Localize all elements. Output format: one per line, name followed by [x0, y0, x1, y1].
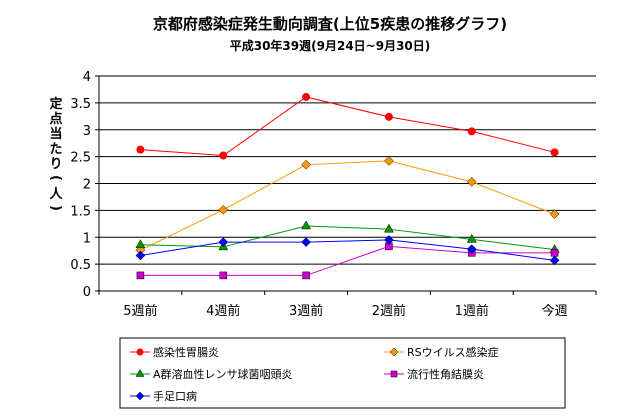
legend-box [119, 337, 566, 409]
data-point [466, 177, 477, 187]
data-point [550, 148, 559, 157]
data-point [384, 235, 394, 245]
data-point [219, 151, 228, 160]
axes [95, 75, 597, 295]
legend-swatch-marker [389, 347, 399, 357]
data-point [383, 223, 394, 233]
series-1 [135, 156, 560, 256]
x-tick-label: 5週前 [123, 303, 157, 319]
legend-swatch-marker [135, 368, 145, 377]
series-line [140, 225, 555, 251]
y-axis-label-char: ) [48, 205, 63, 211]
series-4 [135, 235, 560, 266]
legend-swatch-marker [135, 391, 145, 401]
y-axis-label-char: 人 [49, 186, 63, 202]
chart-subtitle: 平成30年39週(9月24日~9月30日) [230, 38, 431, 53]
y-tick-label: 2 [83, 178, 91, 193]
legend-item: 流行性角結膜炎 [384, 367, 484, 381]
series-line [140, 245, 555, 276]
data-point [219, 271, 227, 280]
x-tick-label: 今週 [542, 303, 568, 319]
series-line [140, 160, 555, 251]
x-tick-label: 3週前 [289, 303, 323, 319]
data-point [301, 159, 311, 170]
y-tick-label: 4 [83, 70, 91, 85]
y-tick-label: 1 [83, 231, 91, 246]
series-3 [136, 242, 559, 280]
y-tick-label: 3 [83, 124, 91, 139]
y-tick-labels: 0 0.5 1 1.5 2 2.5 3 3.5 4 [70, 70, 91, 300]
data-point [384, 156, 394, 166]
legend-label: RSウイルス感染症 [407, 345, 499, 359]
data-point [136, 271, 145, 280]
data-point [549, 209, 560, 219]
legend-swatch-marker [136, 348, 144, 356]
legend-swatch-marker [390, 370, 398, 378]
data-point [135, 239, 146, 249]
data-point [218, 237, 229, 247]
data-point [135, 250, 146, 261]
data-point [302, 271, 310, 280]
data-point [466, 244, 477, 254]
data-point [466, 233, 477, 243]
series-group [135, 92, 560, 280]
data-point [550, 249, 559, 257]
data-point [301, 237, 311, 247]
data-point [467, 127, 476, 136]
data-point [218, 204, 229, 215]
legend-item: 感染性胃腸炎 [130, 345, 219, 359]
y-axis-label-char: り [49, 157, 62, 172]
legend-label: A群溶血性レンサ球菌咽頭炎 [153, 367, 293, 381]
grid-lines [99, 75, 596, 265]
legend-item: 手足口病 [130, 389, 197, 403]
legend-label: 手足口病 [153, 389, 197, 403]
legend-item: A群溶血性レンサ球菌咽頭炎 [130, 367, 293, 381]
y-axis-label-char: 当 [49, 126, 62, 142]
y-axis-label-char: 点 [49, 111, 62, 127]
x-tick-labels: 5週前 4週前 3週前 2週前 1週前 今週 [123, 303, 567, 319]
legend-label: 流行性角結膜炎 [407, 367, 484, 381]
data-point [301, 220, 312, 230]
data-point [384, 112, 393, 121]
x-tick-label: 4週前 [206, 303, 240, 319]
y-axis-label-char: 定 [48, 96, 62, 112]
x-tick-label: 1週前 [455, 303, 489, 319]
data-point [549, 255, 560, 266]
chart-title: 京都府感染症発生動向調査(上位5疾患の推移グラフ) [153, 15, 507, 33]
data-point [302, 92, 311, 101]
y-axis-label-char: た [49, 142, 62, 157]
legend-item: RSウイルス感染症 [384, 345, 499, 359]
series-0 [136, 92, 559, 160]
series-line [140, 239, 555, 261]
y-axis-label-char: ( [48, 175, 63, 181]
legend-label: 感染性胃腸炎 [153, 345, 219, 359]
y-tick-label: 0.5 [70, 258, 91, 273]
y-tick-label: 3.5 [70, 97, 91, 112]
y-tick-label: 1.5 [70, 204, 91, 219]
x-tick-label: 2週前 [372, 303, 406, 319]
y-tick-label: 2.5 [70, 151, 91, 166]
data-point [136, 145, 145, 154]
series-line [140, 96, 555, 157]
y-tick-label: 0 [83, 285, 91, 300]
